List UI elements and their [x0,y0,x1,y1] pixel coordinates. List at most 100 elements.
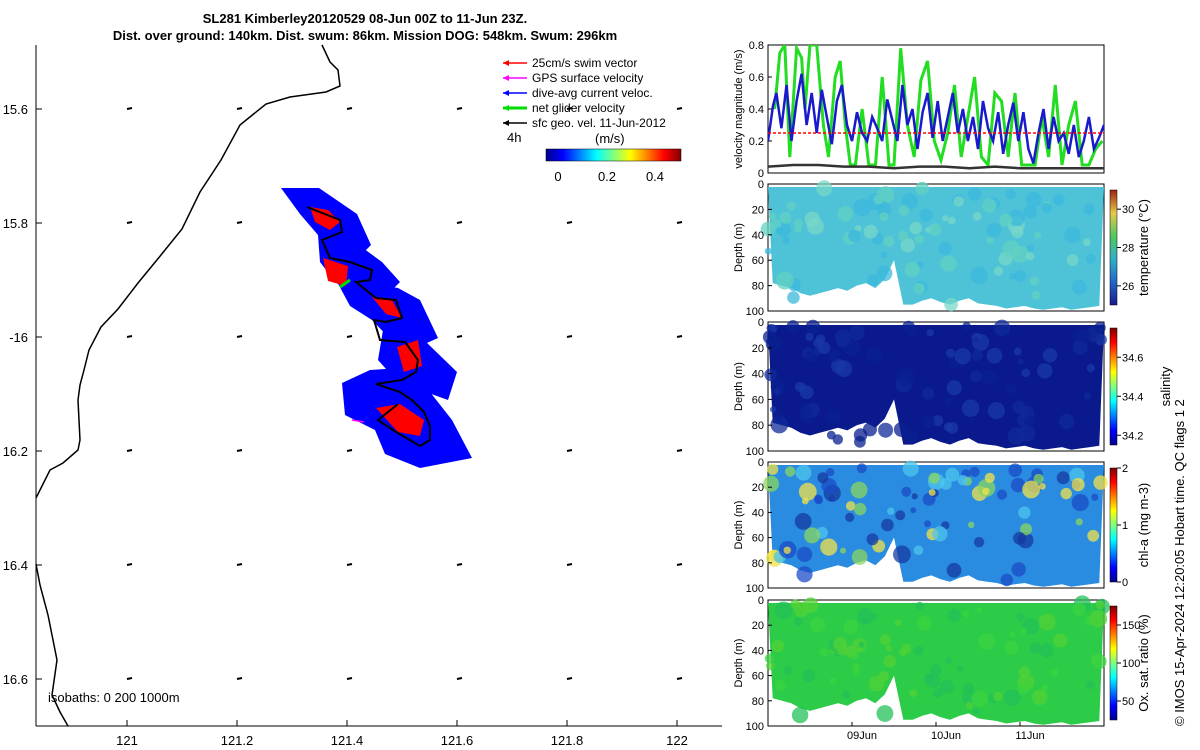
depth-ytick-label: 20 [752,482,764,494]
depth-section-blob [807,217,824,235]
surface-velocity-arrow [676,335,683,338]
depth-section-blob [783,665,792,675]
surface-velocity-arrow [126,221,133,224]
depth-section-blob [1091,493,1099,501]
depth-section-blob [1033,473,1044,484]
depth-section-blob [840,547,846,554]
depth-section-blob [796,546,813,562]
depth-section-blob [851,549,868,565]
depth-section-blob [796,566,813,583]
map-lon-tick-label: 122 [666,733,688,748]
depth-colorbar [1109,605,1118,721]
depth-section-blob [883,235,895,247]
depth-section-blob [820,538,838,556]
depth-ytick-label: 40 [752,645,764,657]
surface-velocity-arrow [456,677,463,680]
surface-velocity-arrow [236,107,243,110]
depth-section-blob [1095,600,1105,610]
coastline [35,44,341,499]
depth-section-blob [909,689,918,698]
depth-ytick-label: 100 [746,306,764,318]
surface-velocity-arrow [126,449,133,452]
depth-section-blob [919,208,933,222]
depth-section-blob [1071,279,1087,295]
depth-section-blob [938,242,952,256]
depth-section-blob [1072,339,1088,355]
depth-section-blob [910,507,917,514]
surface-velocity-arrow [126,563,133,566]
depth-section-blob [773,410,783,420]
depth-section-blob [760,221,776,237]
depth-section-blob [973,707,980,715]
depth-section-blob [898,648,907,657]
depth-colorbar-tick-label: 34.4 [1122,391,1143,403]
surface-velocity-arrow [456,563,463,566]
depth-section-blob [1053,633,1068,648]
depth-section-blob [917,616,932,631]
depth-section-blob [904,262,920,278]
depth-section-blob [913,645,924,656]
depth-section-blob [853,198,872,217]
depth-section-blob [902,320,916,334]
depth-section-blob [973,336,980,343]
depth-section-blob [775,226,784,235]
map-lat-tick-label: 16.2 [3,444,28,459]
depth-section-blob [786,320,800,334]
depth-section-blob [1029,276,1040,286]
depth-section-blob [854,435,866,448]
depth-section-blob [764,247,772,255]
depth-ytick-label: 40 [752,369,764,381]
track-patch-red-4 [397,340,422,372]
legend-time-label: 4h [507,130,521,145]
depth-section-blob [805,332,814,341]
depth-ytick-label: 20 [752,620,764,632]
surface-velocity-arrow [236,563,243,566]
depth-section-blob [818,341,831,355]
surface-velocity-arrow [676,677,683,680]
surface-velocity-arrows [126,107,683,680]
depth-section-blob [1038,483,1046,490]
depth-section-blob [1037,363,1053,379]
depth-section-blob [946,422,959,434]
map-lon-tick-label: 121 [116,733,138,748]
depth-section-blob [894,619,902,627]
depth-section-blob [1071,478,1085,492]
depth-ytick-label: 100 [746,583,764,595]
glider-track [281,188,472,468]
depth-section-blob [1091,653,1107,670]
net-glider-marker [339,278,351,289]
surface-velocity-arrow [676,563,683,566]
depth-section-blob [1005,384,1017,395]
depth-section-blob [1003,689,1021,706]
legend-item-arrowhead [503,105,509,111]
depth-section-blob [1017,683,1029,695]
depth-section-blob [835,360,853,378]
surface-velocity-arrow [346,335,353,338]
chart-title-line1: SL281 Kimberley20120529 08-Jun 00Z to 11… [202,11,528,26]
depth-section-blob [867,274,879,286]
depth-section-blob [946,348,956,358]
depth-section-blob [1005,188,1016,200]
surface-velocity-arrow [236,449,243,452]
depth-section-blob [1009,631,1016,638]
depth-section-blob [911,493,918,500]
net-track-line [306,206,431,448]
legend-item-arrowhead [503,90,509,96]
map-lat-tick-label: 15.6 [3,102,28,117]
velocity-ytick-label: 0 [758,168,764,180]
depth-section-blob [982,487,990,495]
depth-section-blob [779,211,792,224]
depth-colorbar [1109,327,1118,446]
depth-section-blob [853,502,867,516]
depth-section-blob [987,402,1005,420]
depth-section-blob [1020,523,1032,536]
depth-section-blob [1024,415,1036,427]
depth-section-blob [842,690,851,699]
depth-ytick-label: 40 [752,507,764,519]
depth-section-blob [1029,642,1042,654]
depth-colorbar-label: salinity [1158,366,1173,406]
depth-section-blob [878,422,894,438]
depth-section-blob [1011,245,1029,263]
depth-section-blob [764,368,777,382]
